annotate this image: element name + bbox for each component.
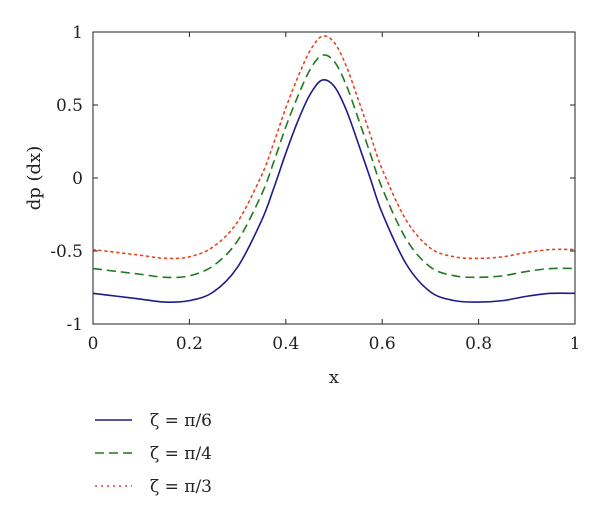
x-tick-label: 0.2 — [176, 334, 203, 354]
x-tick-label: 0.4 — [272, 334, 299, 354]
legend-label-2: ζ = π/4 — [150, 444, 212, 464]
x-tick-label: 0.8 — [465, 334, 492, 354]
x-axis-label: x — [329, 367, 339, 388]
y-tick-label: 1 — [72, 23, 83, 43]
x-tick-label: 0.6 — [369, 334, 396, 354]
x-tick-label: 1 — [570, 334, 581, 354]
plot-frame — [92, 31, 576, 325]
ticks-layer: 0 0.2 0.4 0.6 0.8 1 -1 -0.5 0 0.5 1 — [50, 23, 580, 354]
y-tick-label: -1 — [66, 315, 83, 335]
y-tick-label: 0.5 — [56, 96, 83, 116]
x-tick-label: 0 — [88, 334, 99, 354]
y-axis-label: dp (dx) — [24, 146, 45, 211]
legend: ζ = π/6 ζ = π/4 ζ = π/3 — [95, 411, 212, 497]
series-layer — [92, 35, 576, 304]
series-line-3 — [92, 35, 576, 260]
series-line-1 — [92, 78, 576, 304]
legend-label-1: ζ = π/6 — [150, 411, 212, 431]
y-tick-label: -0.5 — [50, 242, 83, 262]
series-line-2 — [92, 54, 576, 279]
legend-label-3: ζ = π/3 — [150, 477, 212, 497]
y-tick-label: 0 — [72, 169, 83, 189]
